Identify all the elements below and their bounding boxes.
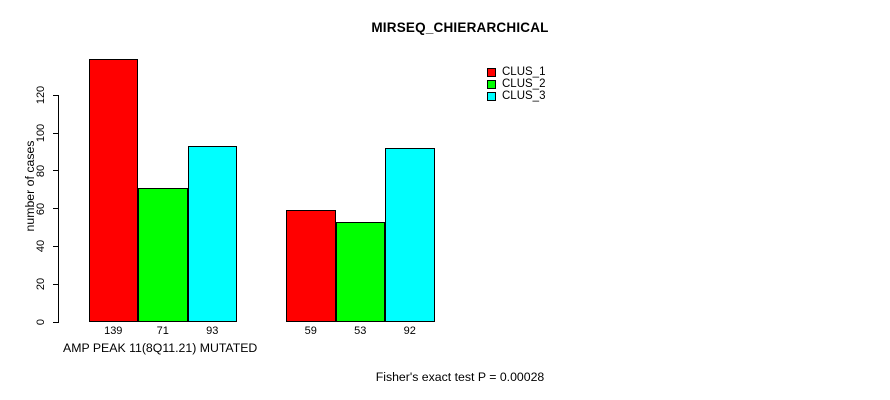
bar-clus_2-group-2 [335,221,385,322]
legend-swatch-clus_3 [487,91,496,101]
bar-value-label: 53 [354,325,367,337]
legend: CLUS_1 CLUS_2 CLUS_3 [487,66,545,102]
bar-value-label: 92 [403,325,416,337]
bar-clus_1-group-1 [88,59,138,322]
legend-label: CLUS_1 [502,66,546,78]
y-tick [53,283,59,285]
legend-item-clus_3: CLUS_3 [487,90,545,102]
y-tick-label: 20 [35,278,47,291]
y-tick [53,245,59,247]
legend-label: CLUS_2 [502,78,546,90]
bar-clus_2-group-1 [138,187,188,322]
y-tick [53,170,59,172]
legend-item-clus_1: CLUS_1 [487,66,545,78]
legend-item-clus_2: CLUS_2 [487,78,545,90]
bar-value-label: 59 [304,325,317,337]
legend-swatch-clus_1 [487,67,496,77]
x-axis-label: AMP PEAK 11(8Q11.21) MUTATED [63,341,258,355]
y-tick-label: 100 [35,123,47,143]
bar-clus_3-group-2 [385,148,435,322]
legend-label: CLUS_3 [502,90,546,102]
bar-clus_3-group-1 [187,146,237,322]
y-tick [53,321,59,323]
y-tick-label: 0 [35,318,47,326]
y-tick-label: 60 [35,202,47,215]
y-tick [53,132,59,134]
bar-value-label: 139 [104,325,123,337]
y-tick-label: 120 [35,86,47,105]
chart-title: MIRSEQ_CHIERARCHICAL [371,20,549,35]
bar-value-label: 71 [156,325,169,337]
y-tick-label: 80 [35,164,47,177]
annotation-text: Fisher's exact test P = 0.00028 [375,370,545,384]
bar-clus_1-group-2 [286,210,336,322]
y-tick [53,94,59,96]
y-tick [53,208,59,210]
y-tick-label: 40 [35,240,47,253]
legend-swatch-clus_2 [487,79,496,89]
bar-value-label: 93 [206,325,219,337]
